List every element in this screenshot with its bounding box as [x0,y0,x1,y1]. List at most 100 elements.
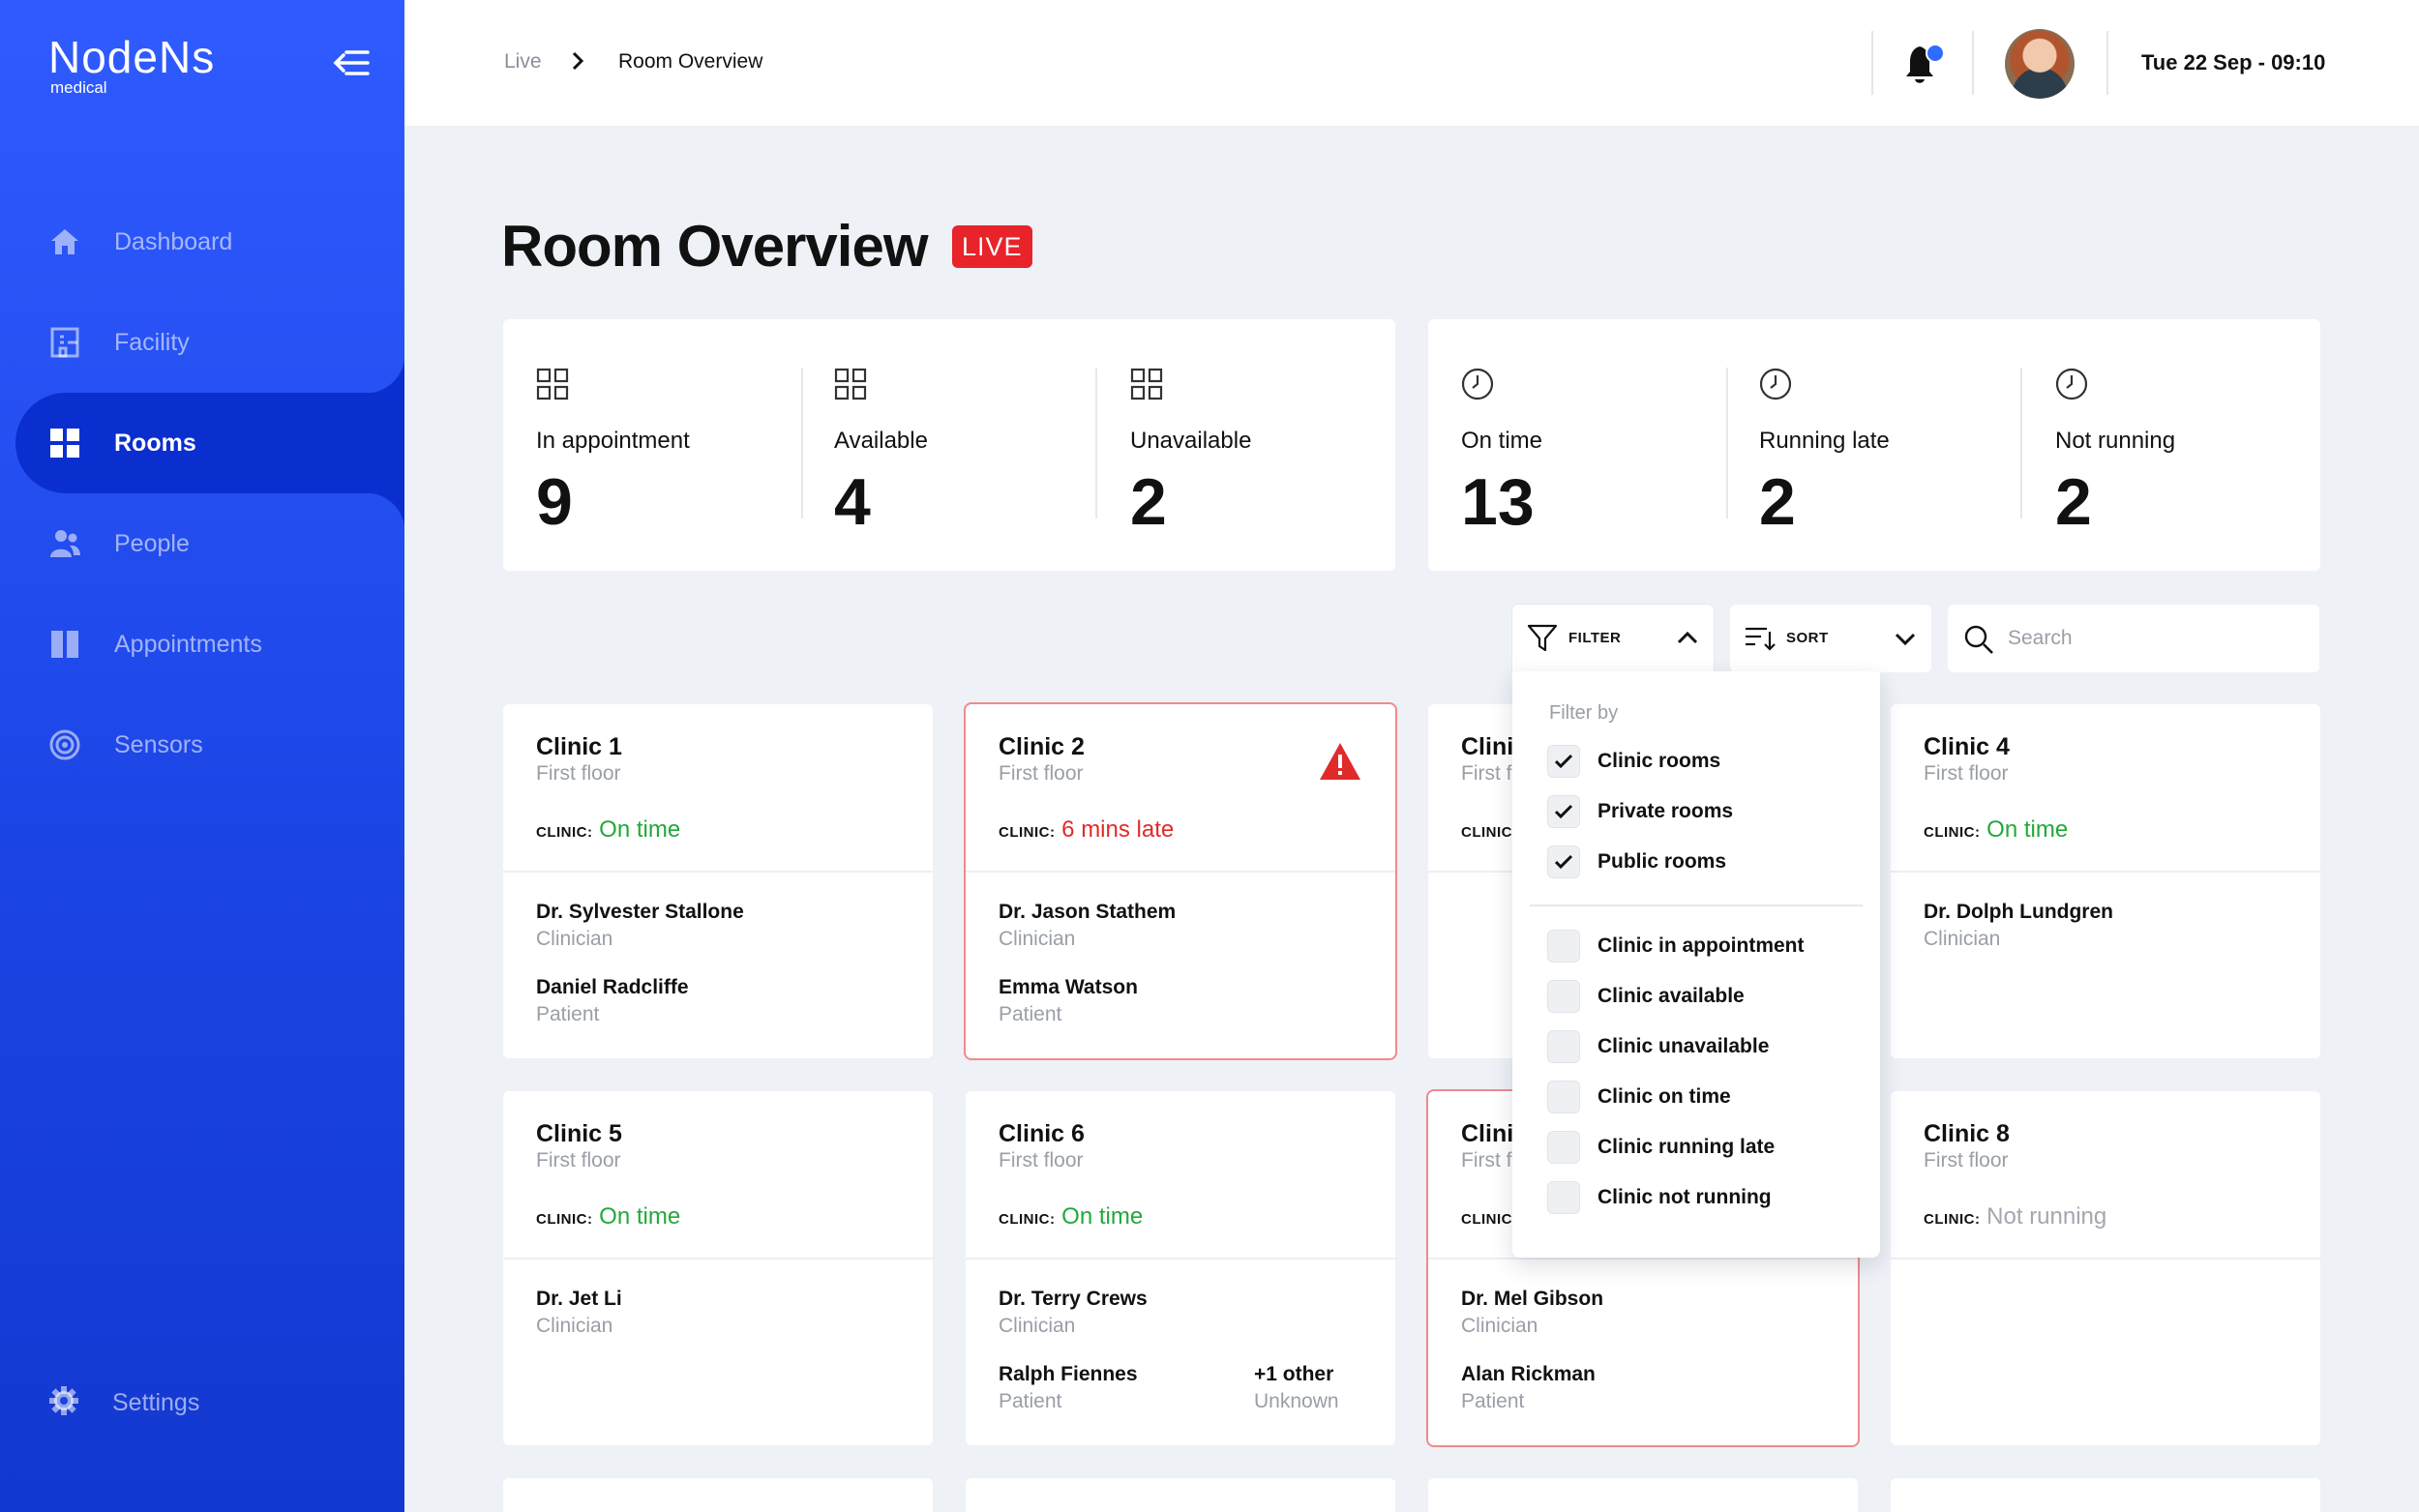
sidebar-item-people[interactable]: People [0,493,404,594]
room-card-clinic-1[interactable]: Clinic 1 First floor CLINIC: On time Dr.… [503,704,933,1058]
filter-option-private-rooms[interactable]: Private rooms [1547,795,1733,828]
checkbox[interactable] [1547,930,1580,963]
sidebar-item-sensors[interactable]: Sensors [0,695,404,795]
status-prefix: CLINIC: [1461,1211,1518,1228]
checkbox[interactable] [1547,980,1580,1013]
sidebar: NodeNs medical Dashboard Facility [0,0,404,1512]
person-role: Clinician [536,928,613,950]
topbar: Live Room Overview Tue 22 Sep - 09:10 [404,0,2419,126]
divider [966,1258,1395,1260]
room-floor: First floor [1924,1149,2009,1171]
filter-option-clinic-in-appointment[interactable]: Clinic in appointment [1547,930,1805,963]
status-value: 6 mins late [1061,816,1175,843]
warning-icon [1320,743,1360,780]
person-role: Clinician [1461,1315,1538,1337]
room-floor: First floor [536,1149,621,1171]
checkbox[interactable] [1547,745,1580,778]
checkbox[interactable] [1547,1030,1580,1063]
status-prefix: CLINIC: [1924,824,1981,841]
chevron-down-icon [1895,633,1916,646]
stat-label: In appointment [536,428,690,454]
divider [1530,904,1863,906]
room-card-stub[interactable] [1428,1478,1858,1512]
room-card-stub[interactable] [503,1478,933,1512]
stat-unavailable: Unavailable 2 [1130,368,1251,539]
room-floor: First floor [1924,762,2009,785]
room-name: Clinic 4 [1924,733,2010,760]
sidebar-item-rooms[interactable]: Rooms [15,354,404,532]
status-prefix: CLINIC: [1461,824,1518,841]
sort-icon [1746,627,1776,651]
filter-button[interactable]: FILTER [1512,605,1714,672]
room-card-clinic-2[interactable]: Clinic 2 First floor CLINIC: 6 mins late… [966,704,1395,1058]
status-prefix: CLINIC: [1924,1211,1981,1228]
room-card-stub[interactable] [1891,1478,2320,1512]
person-name: +1 other [1254,1363,1334,1385]
sort-button[interactable]: SORT [1730,605,1931,672]
filter-dropdown: Filter by Clinic rooms Private rooms Pub… [1512,671,1880,1258]
clock-icon [1759,368,1792,400]
checkbox[interactable] [1547,845,1580,878]
logo: NodeNs medical [48,35,215,97]
bell-icon[interactable] [1902,41,1945,87]
divider [1726,368,1728,519]
divider [2106,31,2108,95]
person-name: Ralph Fiennes [999,1363,1138,1385]
room-name: Clinic 1 [536,733,622,760]
avatar[interactable] [2005,29,2075,99]
stat-value: 9 [536,465,573,539]
sidebar-item-settings[interactable]: Settings [48,1385,199,1421]
person-role: Clinician [536,1315,613,1337]
columns-icon [48,628,81,661]
divider [1428,1258,1858,1260]
checkbox[interactable] [1547,1081,1580,1113]
person-name: Dr. Jason Stathem [999,901,1177,923]
status-prefix: CLINIC: [999,1211,1056,1228]
room-status: CLINIC: On time [1924,816,2068,844]
room-card-stub[interactable] [966,1478,1395,1512]
filter-icon [1527,624,1558,652]
checkbox[interactable] [1547,1131,1580,1164]
breadcrumb-live[interactable]: Live [504,50,542,73]
room-floor: First f [1461,762,1512,785]
room-status: CLINIC: On time [536,1203,680,1230]
clinician: Dr. Dolph Lundgren Clinician [1924,901,2113,951]
filter-option-clinic-on-time[interactable]: Clinic on time [1547,1081,1731,1113]
room-name: Clinic 6 [999,1120,1085,1147]
checkbox[interactable] [1547,795,1580,828]
stat-on-time: On time 13 [1461,368,1542,539]
room-card-clinic-4[interactable]: Clinic 4 First floor CLINIC: On time Dr.… [1891,704,2320,1058]
filter-option-clinic-available[interactable]: Clinic available [1547,980,1745,1013]
collapse-sidebar-icon[interactable] [333,48,370,77]
sidebar-item-facility[interactable]: Facility [0,292,404,393]
filter-option-clinic-rooms[interactable]: Clinic rooms [1547,745,1720,778]
search-icon [1964,625,1993,654]
stat-label: Unavailable [1130,428,1252,454]
other-person: +1 other Unknown [1254,1363,1339,1413]
sidebar-item-appointments[interactable]: Appointments [0,594,404,695]
filter-option-clinic-running-late[interactable]: Clinic running late [1547,1131,1775,1164]
filter-option-clinic-not-running[interactable]: Clinic not running [1547,1181,1772,1214]
filter-option-public-rooms[interactable]: Public rooms [1547,845,1726,878]
person-name: Dr. Jet Li [536,1288,622,1310]
stat-label: Running late [1759,428,1890,454]
logo-text: NodeNs [48,32,216,82]
divider [1972,31,1974,95]
patient: Ralph Fiennes Patient [999,1363,1138,1413]
room-card-clinic-6[interactable]: Clinic 6 First floor CLINIC: On time Dr.… [966,1091,1395,1445]
chevron-up-icon [1677,631,1698,644]
checkbox[interactable] [1547,1181,1580,1214]
room-card-clinic-5[interactable]: Clinic 5 First floor CLINIC: On time Dr.… [503,1091,933,1445]
filter-option-clinic-unavailable[interactable]: Clinic unavailable [1547,1030,1769,1063]
room-status: CLINIC: [1461,816,1518,844]
grid-outline-icon [1130,368,1163,400]
search-input[interactable] [2008,621,2298,656]
search-box [1948,605,2319,672]
sidebar-item-label: Sensors [114,730,203,758]
room-card-clinic-8[interactable]: Clinic 8 First floor CLINIC: Not running [1891,1091,2320,1445]
clinician: Dr. Jet Li Clinician [536,1288,622,1338]
stat-not-running: Not running 2 [2055,368,2175,539]
status-value: On time [599,1203,681,1230]
room-floor: First floor [999,762,1084,785]
sidebar-item-dashboard[interactable]: Dashboard [0,192,404,292]
